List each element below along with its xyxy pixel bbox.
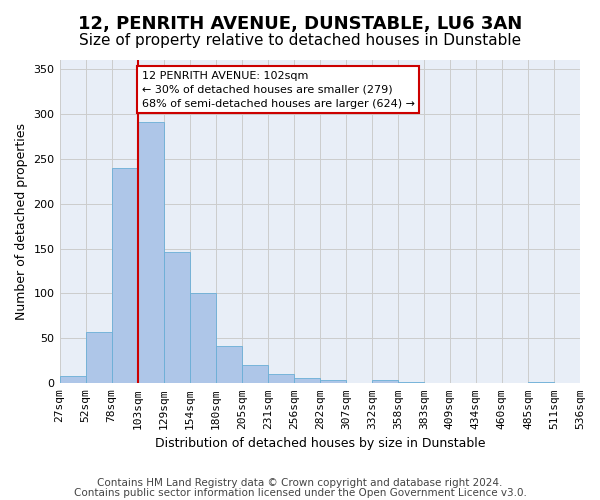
Bar — [294, 378, 320, 384]
Y-axis label: Number of detached properties: Number of detached properties — [15, 123, 28, 320]
Bar — [398, 382, 424, 384]
Bar — [190, 294, 215, 384]
Text: 12 PENRITH AVENUE: 102sqm
← 30% of detached houses are smaller (279)
68% of semi: 12 PENRITH AVENUE: 102sqm ← 30% of detac… — [142, 71, 415, 109]
Bar — [215, 346, 242, 384]
Bar — [528, 382, 554, 384]
Bar — [372, 380, 398, 384]
X-axis label: Distribution of detached houses by size in Dunstable: Distribution of detached houses by size … — [155, 437, 485, 450]
Text: 12, PENRITH AVENUE, DUNSTABLE, LU6 3AN: 12, PENRITH AVENUE, DUNSTABLE, LU6 3AN — [78, 15, 522, 33]
Bar — [320, 380, 346, 384]
Text: Contains public sector information licensed under the Open Government Licence v3: Contains public sector information licen… — [74, 488, 526, 498]
Bar — [86, 332, 112, 384]
Bar — [164, 252, 190, 384]
Bar — [268, 374, 294, 384]
Bar — [112, 168, 137, 384]
Text: Contains HM Land Registry data © Crown copyright and database right 2024.: Contains HM Land Registry data © Crown c… — [97, 478, 503, 488]
Bar — [59, 376, 86, 384]
Bar — [137, 122, 164, 384]
Bar — [242, 366, 268, 384]
Text: Size of property relative to detached houses in Dunstable: Size of property relative to detached ho… — [79, 32, 521, 48]
